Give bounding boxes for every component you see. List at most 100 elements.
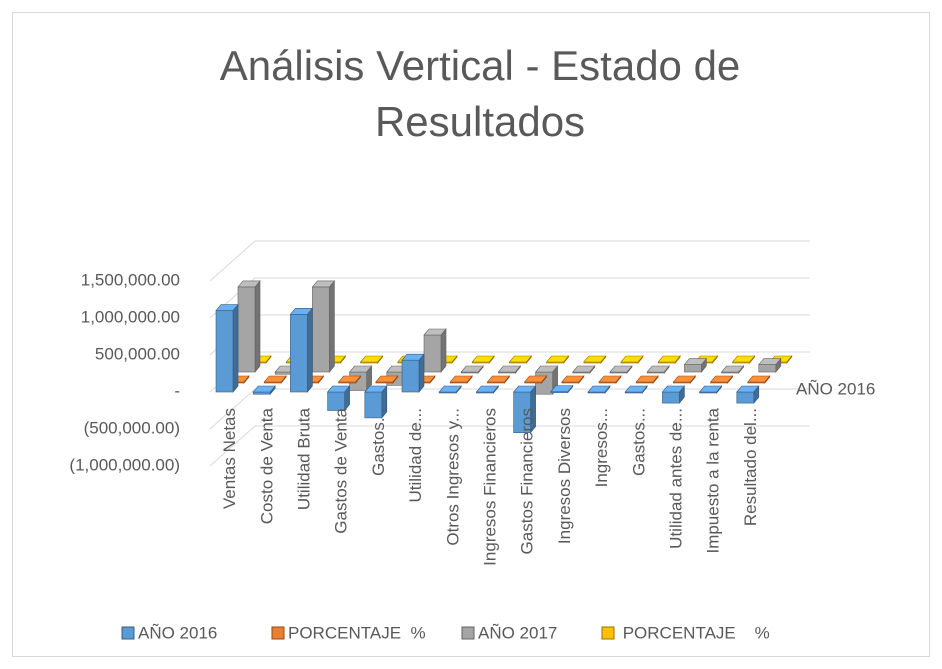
- bar-top: [646, 365, 670, 373]
- x-tick-label: Gastos de Venta: [332, 407, 351, 533]
- bar-top: [731, 355, 756, 363]
- bar-top: [624, 385, 648, 393]
- grid-line: [209, 240, 810, 282]
- chart-frame: [12, 12, 930, 657]
- bar-top: [364, 385, 388, 393]
- bar-top: [550, 385, 574, 392]
- bar-top: [263, 375, 287, 383]
- bar-top: [512, 385, 537, 393]
- bar: [684, 364, 702, 373]
- x-tick-label: Gastos Financieros: [518, 408, 537, 554]
- x-tick-label: Ingresos...: [592, 408, 611, 487]
- x-tick-label: Gastos...: [369, 408, 388, 476]
- bar-top: [375, 375, 399, 383]
- bar: [274, 371, 293, 375]
- bar-top: [471, 355, 495, 363]
- grid-line: [209, 425, 810, 467]
- bar-side: [418, 353, 425, 393]
- bar-side: [329, 280, 335, 373]
- legend-label: AÑO 2016: [138, 623, 217, 642]
- z-axis-label: AÑO 2016: [796, 379, 875, 398]
- bar: [290, 313, 308, 393]
- bar-top: [449, 375, 473, 383]
- x-tick-label: Utilidad de...: [406, 408, 425, 503]
- bar-top: [572, 365, 596, 373]
- bar-top: [609, 365, 633, 373]
- legend-label: PORCENTAJE %: [288, 623, 426, 642]
- x-tick-label: Ingresos Financieros: [480, 408, 499, 566]
- x-tick-label: Gastos...: [629, 408, 648, 476]
- legend-swatch: [121, 626, 135, 640]
- bar: [401, 359, 420, 393]
- bar-top: [237, 280, 261, 288]
- bar-top: [698, 385, 723, 393]
- bar-side: [254, 280, 261, 373]
- bar-top: [758, 358, 782, 365]
- y-tick-label: 500,000.00: [95, 344, 180, 363]
- legend-swatch: [601, 626, 615, 640]
- bar-top: [587, 385, 611, 393]
- bar-top: [661, 385, 686, 393]
- x-tick-label: Ventas Netas: [220, 408, 239, 509]
- bar-side: [307, 307, 313, 393]
- x-tick-label: Impuesto a la renta: [704, 407, 723, 553]
- bar: [215, 310, 234, 393]
- bar: [327, 391, 345, 411]
- bar-top: [359, 355, 384, 363]
- bar-top: [289, 307, 314, 315]
- bar: [312, 286, 330, 373]
- bar-top: [672, 375, 697, 383]
- bar: [237, 286, 256, 373]
- bar-top: [252, 385, 276, 393]
- bar-top: [683, 358, 708, 365]
- bar-top: [326, 385, 351, 393]
- bar-top: [657, 355, 681, 363]
- bar-top: [508, 355, 533, 363]
- x-tick-label: Costo de Venta: [257, 407, 276, 524]
- bar-top: [215, 304, 239, 311]
- y-tick-label: -: [174, 381, 180, 400]
- x-tick-label: Ingresos Diversos: [555, 408, 574, 544]
- bar-top: [747, 375, 771, 383]
- bar-top: [497, 365, 522, 373]
- bar: [252, 391, 271, 395]
- bar-top: [438, 385, 462, 393]
- bar-top: [337, 375, 362, 383]
- bar-top: [460, 365, 484, 373]
- y-tick-label: 1,500,000.00: [81, 270, 180, 289]
- bar: [662, 391, 680, 404]
- y-tick-label: (500,000.00): [84, 418, 180, 437]
- x-tick-label: Utilidad Bruta: [294, 407, 313, 510]
- bar-top: [561, 375, 585, 383]
- bar: [423, 334, 442, 373]
- bar-top: [486, 375, 511, 383]
- x-tick-label: Utilidad antes de...: [666, 408, 685, 549]
- y-tick-label: (1,000,000.00): [69, 455, 180, 474]
- grid-line: [209, 388, 810, 430]
- bar-top: [534, 365, 559, 373]
- chart-title: Análisis Vertical - Estado de Resultados: [219, 42, 741, 145]
- bar-top: [348, 365, 373, 373]
- bar: [758, 364, 777, 373]
- bar-top: [720, 365, 745, 373]
- y-tick-label: 1,000,000.00: [81, 307, 180, 326]
- bar: [736, 391, 755, 404]
- bar-top: [583, 355, 607, 363]
- bar-top: [709, 375, 734, 383]
- legend-label: PORCENTAJE %: [618, 623, 770, 642]
- bar-top: [736, 385, 760, 393]
- bar-top: [311, 280, 336, 288]
- x-tick-label: Resultado del...: [741, 408, 760, 526]
- bar-side: [232, 303, 239, 393]
- bar-side: [440, 328, 447, 373]
- legend-swatch: [271, 626, 285, 640]
- bar-top: [523, 375, 548, 383]
- bar-top: [545, 355, 570, 363]
- bar-top: [401, 353, 425, 361]
- legend-swatch: [461, 626, 475, 640]
- x-tick-label: Otros Ingresos y...: [443, 408, 462, 546]
- bar-top: [475, 385, 500, 393]
- bar-top: [598, 375, 622, 383]
